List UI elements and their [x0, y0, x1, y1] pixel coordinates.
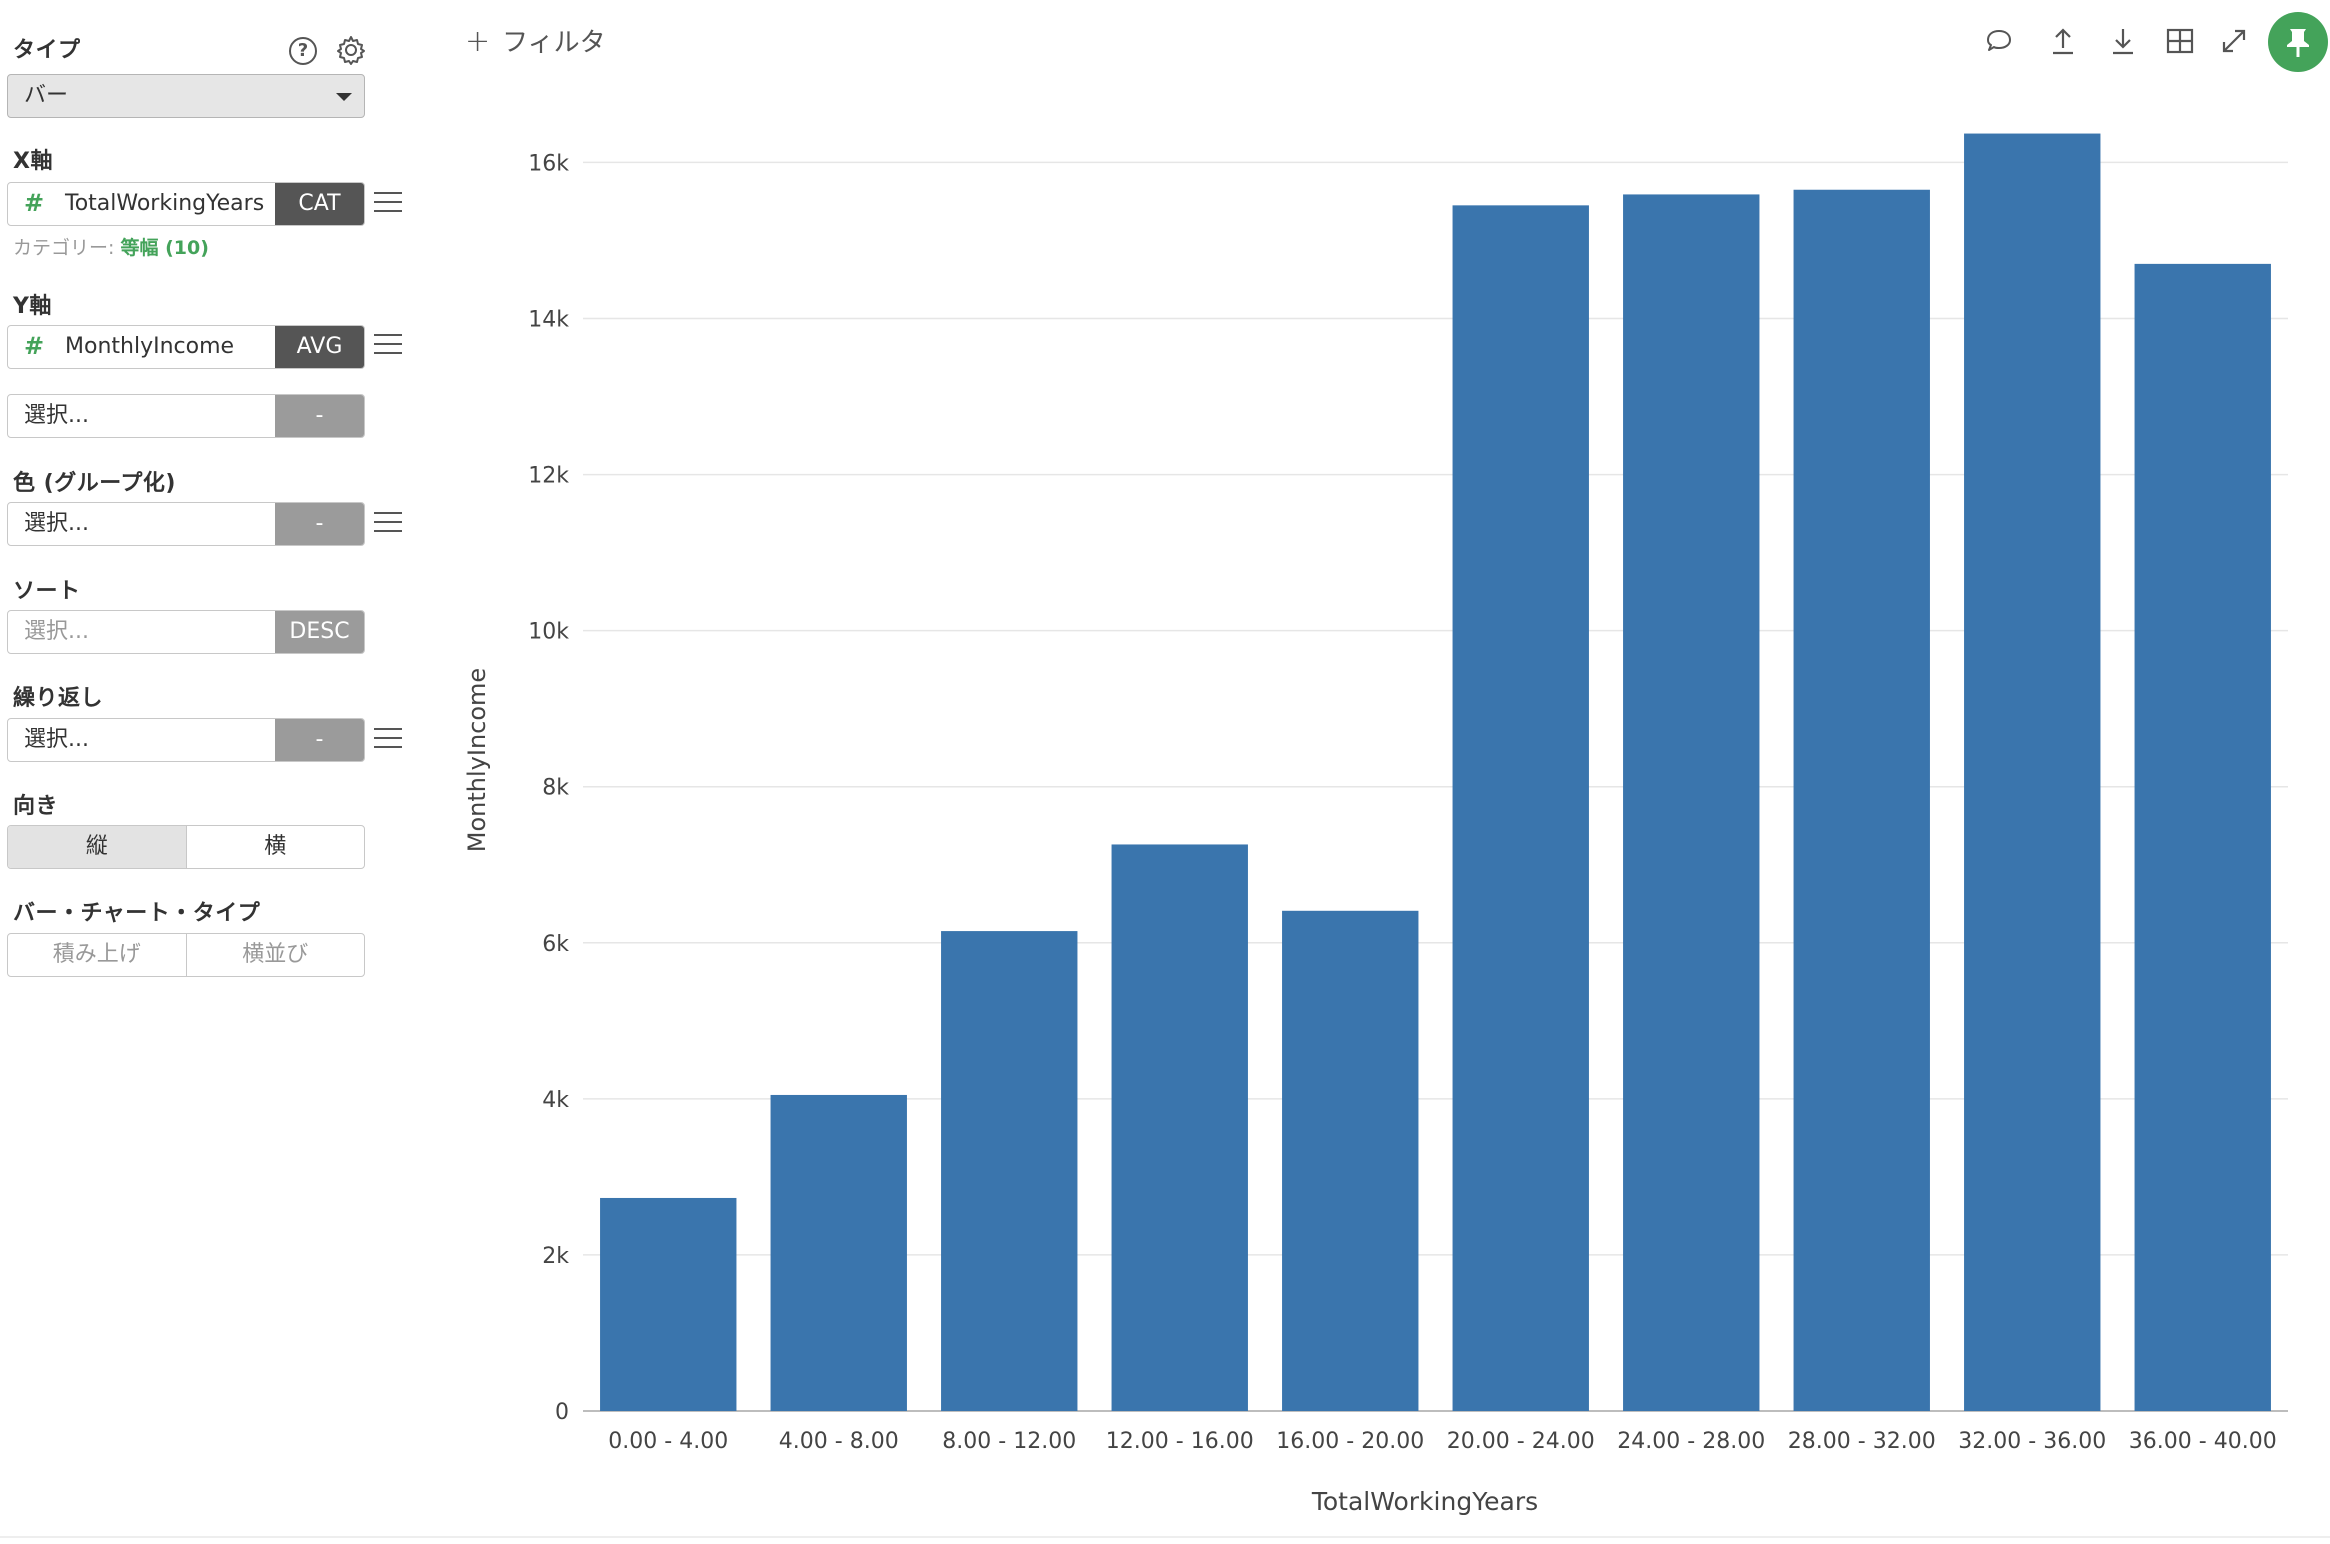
- bar[interactable]: [1964, 133, 2101, 1411]
- y-axis-field-name: MonthlyIncome: [65, 334, 235, 359]
- category-binning-link[interactable]: 等幅 (10): [120, 237, 209, 259]
- bar-chart-type-label: バー・チャート・タイプ: [13, 901, 261, 926]
- filter-label: フィルタ: [502, 28, 606, 58]
- repeat-placeholder: 選択...: [24, 727, 89, 752]
- repeat-menu-icon[interactable]: [374, 728, 402, 750]
- divider: [0, 1536, 2330, 1538]
- x-tick-labels: 0.00 - 4.00 4.00 - 8.00 8.00 - 12.00 12.00 …: [608, 1429, 2276, 1454]
- chart-type-value: バー: [24, 83, 69, 108]
- repeat-field[interactable]: 選択... -: [7, 718, 365, 762]
- bar[interactable]: [1452, 205, 1589, 1412]
- expand-icon[interactable]: [2217, 24, 2251, 58]
- x-tick-label: 24.00 - 28.00: [1617, 1429, 1765, 1454]
- y-tick-label: 8k: [542, 776, 569, 801]
- pin-button[interactable]: [2268, 12, 2328, 72]
- orientation-label: 向き: [13, 794, 59, 819]
- table-icon[interactable]: [2163, 24, 2197, 58]
- orientation-horizontal-button[interactable]: 横: [185, 826, 365, 868]
- download-icon[interactable]: [2106, 24, 2140, 58]
- sort-direction-button[interactable]: DESC: [275, 611, 364, 653]
- help-icon[interactable]: ?: [289, 37, 317, 65]
- bar[interactable]: [1623, 194, 1760, 1411]
- color-placeholder: 選択...: [24, 511, 89, 536]
- x-axis-category-note: カテゴリー: 等幅 (10): [13, 233, 209, 260]
- y-tick-label: 2k: [542, 1244, 569, 1269]
- gear-icon[interactable]: [335, 34, 367, 66]
- y-tick-label: 6k: [542, 932, 569, 957]
- upload-icon[interactable]: [2046, 24, 2080, 58]
- bar[interactable]: [1282, 910, 1419, 1411]
- sort-placeholder: 選択...: [24, 619, 89, 644]
- color-field[interactable]: 選択... -: [7, 502, 365, 546]
- bar[interactable]: [600, 1197, 737, 1411]
- x-tick-label: 32.00 - 36.00: [1958, 1429, 2106, 1454]
- chart-type-select[interactable]: バー: [7, 74, 365, 118]
- color-aggregation-button[interactable]: -: [275, 503, 364, 545]
- repeat-aggregation-button[interactable]: -: [275, 719, 364, 761]
- x-axis-menu-icon[interactable]: [374, 192, 402, 214]
- bars: [600, 133, 2271, 1412]
- bar[interactable]: [2134, 263, 2271, 1411]
- color-label: 色 (グループ化): [13, 471, 176, 496]
- bar-chart-type-toggle: 積み上げ 横並び: [7, 933, 365, 977]
- x-tick-label: 20.00 - 24.00: [1447, 1429, 1595, 1454]
- y-axis-extra-field[interactable]: 選択... -: [7, 394, 365, 438]
- bar-chart-svg: 0 2k 4k 6k 8k 10k 12k 14k 16k 0.00 - 4.00 4.00 - …: [463, 133, 2288, 1516]
- y-tick-label: 12k: [528, 464, 569, 489]
- plus-icon: +: [465, 24, 491, 59]
- bar[interactable]: [1111, 844, 1248, 1411]
- repeat-label: 繰り返し: [13, 686, 104, 711]
- color-menu-icon[interactable]: [374, 512, 402, 534]
- orientation-vertical-button[interactable]: 縦: [8, 826, 186, 868]
- y-axis-extra-placeholder: 選択...: [24, 403, 89, 428]
- chevron-down-icon: [336, 93, 352, 101]
- y-axis-label: Y軸: [13, 294, 52, 319]
- y-axis-title: MonthlyIncome: [463, 668, 491, 852]
- x-axis-field[interactable]: # TotalWorkingYears CAT: [7, 182, 365, 226]
- x-tick-label: 8.00 - 12.00: [942, 1429, 1076, 1454]
- x-tick-label: 36.00 - 40.00: [2129, 1429, 2277, 1454]
- sort-label: ソート: [13, 579, 81, 604]
- orientation-toggle: 縦 横: [7, 825, 365, 869]
- x-tick-label: 4.00 - 8.00: [779, 1429, 899, 1454]
- bar-chart: 0 2k 4k 6k 8k 10k 12k 14k 16k 0.00 - 4.00 4.00 - …: [440, 100, 2320, 1540]
- chart-settings-panel: タイプ ? バー X軸 # TotalWorkingYears CAT カテゴリ…: [0, 0, 420, 1544]
- y-tick-label: 0: [555, 1400, 569, 1425]
- stacked-button[interactable]: 積み上げ: [52, 942, 141, 967]
- sort-field[interactable]: 選択... DESC: [7, 610, 365, 654]
- x-axis-label: X軸: [13, 149, 53, 174]
- bar[interactable]: [770, 1094, 907, 1411]
- bar[interactable]: [1793, 189, 1930, 1411]
- y-tick-labels: 0 2k 4k 6k 8k 10k 12k 14k 16k: [528, 151, 569, 1425]
- category-note-prefix: カテゴリー:: [13, 237, 121, 259]
- numeric-hash-icon: #: [24, 189, 45, 217]
- pin-icon: [2287, 29, 2309, 57]
- y-tick-label: 4k: [542, 1088, 569, 1113]
- x-tick-label: 16.00 - 20.00: [1276, 1429, 1424, 1454]
- side-by-side-button[interactable]: 横並び: [185, 934, 365, 976]
- y-axis-extra-aggregation-button[interactable]: -: [275, 395, 364, 437]
- x-tick-label: 28.00 - 32.00: [1788, 1429, 1936, 1454]
- numeric-hash-icon: #: [24, 332, 45, 360]
- y-tick-label: 10k: [528, 620, 569, 645]
- x-tick-label: 0.00 - 4.00: [608, 1429, 728, 1454]
- bar[interactable]: [941, 931, 1078, 1411]
- add-filter-button[interactable]: + フィルタ: [465, 22, 606, 59]
- comment-icon[interactable]: [1982, 24, 2016, 58]
- y-axis-menu-icon[interactable]: [374, 334, 402, 356]
- x-tick-label: 12.00 - 16.00: [1106, 1429, 1254, 1454]
- x-axis-field-name: TotalWorkingYears: [65, 191, 265, 216]
- y-tick-label: 16k: [528, 151, 569, 176]
- y-axis-aggregation-button[interactable]: AVG: [275, 326, 364, 368]
- y-axis-field[interactable]: # MonthlyIncome AVG: [7, 325, 365, 369]
- y-tick-label: 14k: [528, 308, 569, 333]
- type-label: タイプ: [13, 38, 81, 63]
- x-axis-aggregation-button[interactable]: CAT: [275, 183, 364, 225]
- x-axis-title: TotalWorkingYears: [1311, 1487, 1538, 1516]
